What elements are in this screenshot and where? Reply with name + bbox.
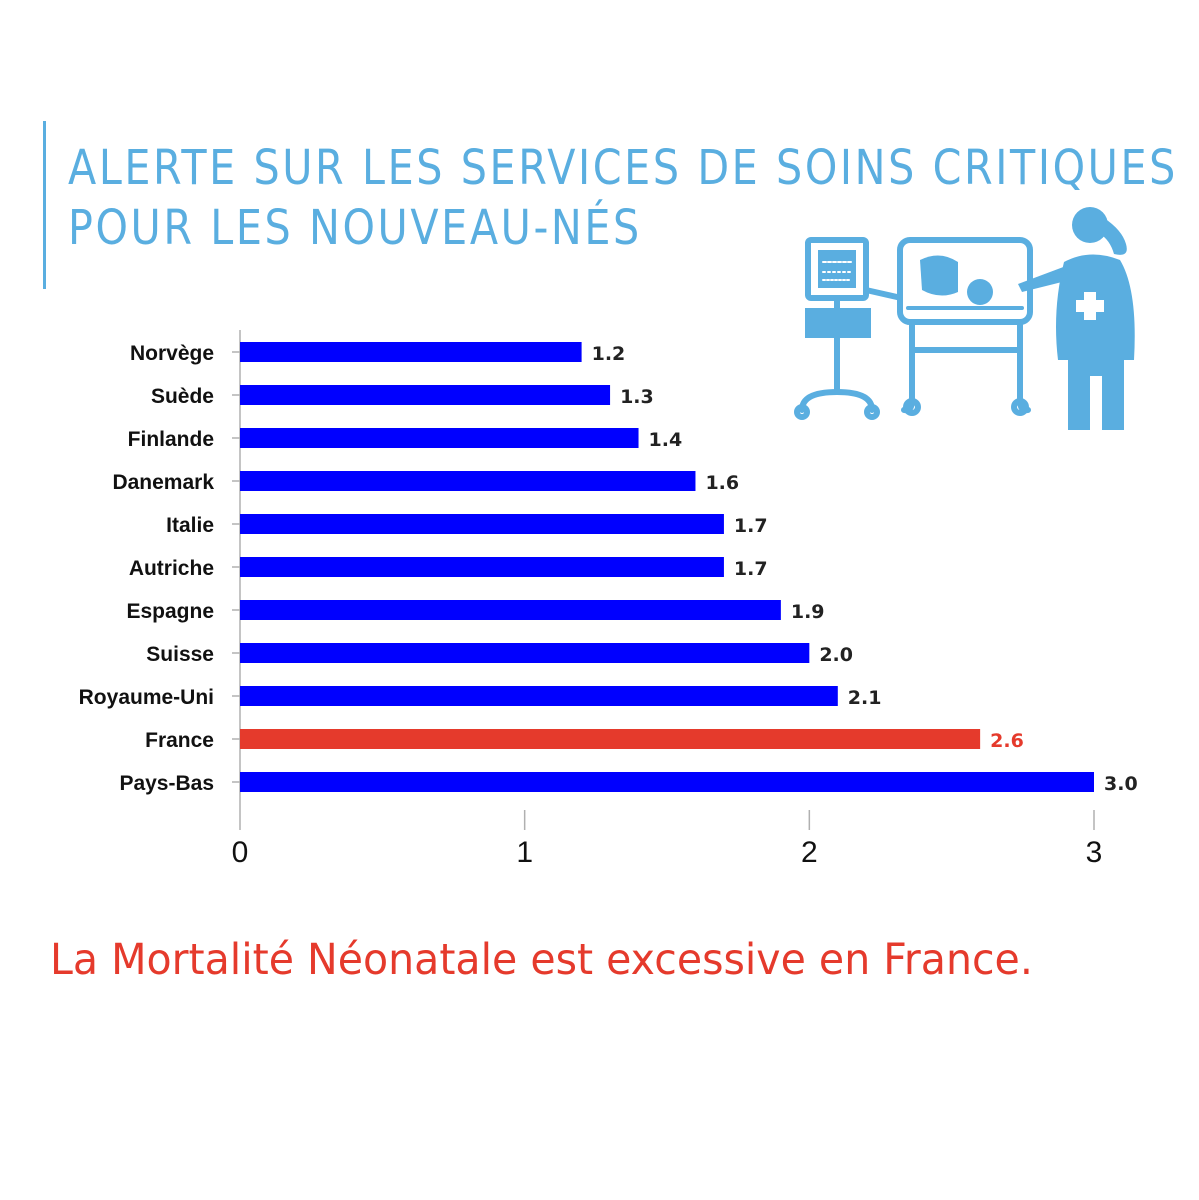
category-label: Royaume-Uni xyxy=(79,686,214,709)
bar-royaume-uni xyxy=(240,686,838,706)
bar-su-de xyxy=(240,385,611,405)
value-label: 1.9 xyxy=(791,601,825,623)
nurse-icon xyxy=(1018,207,1135,430)
bar-autriche xyxy=(240,557,724,577)
bar-finlande xyxy=(240,428,639,448)
bar-chart: 0 1 2 3 Norvège 1.2 Suède 1.3 Finlande 1.4 Danema… xyxy=(79,330,1138,869)
category-label: Norvège xyxy=(130,342,214,365)
category-label: Italie xyxy=(166,514,214,537)
value-label: 1.3 xyxy=(620,386,654,408)
category-label: Finlande xyxy=(128,428,214,451)
chart-bars xyxy=(240,342,1094,792)
value-label: 1.4 xyxy=(649,429,683,451)
bar-espagne xyxy=(240,600,781,620)
x-tick-label: 0 xyxy=(232,836,249,869)
x-tick-label: 1 xyxy=(516,836,533,869)
value-label: 1.2 xyxy=(592,343,626,365)
chart-labels: Norvège 1.2 Suède 1.3 Finlande 1.4 Danemark 1.6… xyxy=(79,342,1138,795)
bar-france xyxy=(240,729,981,749)
value-label: 2.0 xyxy=(819,644,853,666)
category-label: France xyxy=(145,729,214,752)
value-label: 1.6 xyxy=(705,472,739,494)
x-tick-label: 3 xyxy=(1086,836,1103,869)
chart-caption: La Mortalité Néonatale est excessive en … xyxy=(50,935,1033,985)
monitor-icon xyxy=(794,237,913,420)
x-tick-label: 2 xyxy=(801,836,818,869)
title-line-2: POUR LES NOUVEAU-NÉS xyxy=(68,200,642,256)
neonatal-intensive-care-icon xyxy=(794,207,1135,430)
value-label: 2.6 xyxy=(990,730,1024,752)
category-label: Espagne xyxy=(126,600,214,623)
bar-italie xyxy=(240,514,724,534)
category-label: Danemark xyxy=(112,471,214,494)
bar-danemark xyxy=(240,471,696,491)
bar-norv-ge xyxy=(240,342,582,362)
title-line-1: ALERTE SUR LES SERVICES DE SOINS CRITIQU… xyxy=(68,140,1178,196)
incubator-icon xyxy=(897,237,1033,416)
category-label: Suisse xyxy=(146,643,214,666)
bar-pays-bas xyxy=(240,772,1094,792)
value-label: 1.7 xyxy=(734,558,768,580)
page-title: ALERTE SUR LES SERVICES DE SOINS CRITIQU… xyxy=(68,138,1178,258)
category-label: Suède xyxy=(151,385,214,408)
value-label: 1.7 xyxy=(734,515,768,537)
value-label: 3.0 xyxy=(1104,773,1138,795)
category-label: Autriche xyxy=(129,557,214,580)
title-accent-bar xyxy=(43,121,46,289)
category-label: Pays-Bas xyxy=(119,772,214,795)
bar-suisse xyxy=(240,643,810,663)
value-label: 2.1 xyxy=(848,687,882,709)
